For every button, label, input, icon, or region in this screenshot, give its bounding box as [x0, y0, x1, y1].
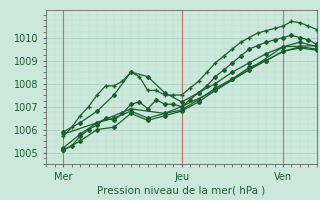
X-axis label: Pression niveau de la mer( hPa ): Pression niveau de la mer( hPa )	[98, 186, 266, 196]
